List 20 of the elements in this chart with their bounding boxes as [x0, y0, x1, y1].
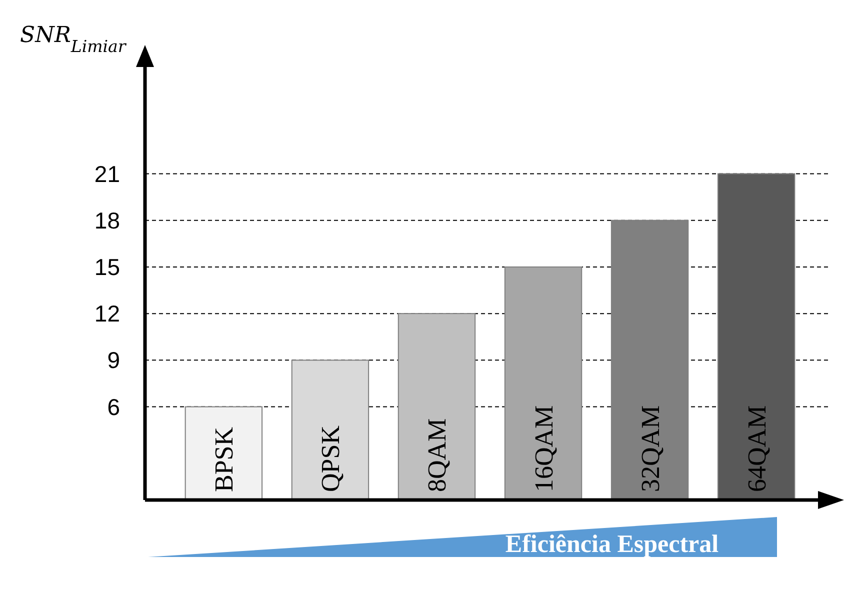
x-tick-label: 64QAM	[742, 405, 772, 492]
x-tick-label: 16QAM	[529, 405, 558, 492]
y-tick-label: 15	[94, 254, 120, 280]
x-tick-label: 32QAM	[636, 405, 665, 492]
bar	[717, 173, 796, 500]
bar	[184, 406, 263, 500]
bar	[610, 220, 689, 500]
bar	[504, 266, 582, 500]
x-tick-label: BPSK	[210, 426, 239, 492]
y-tick-label: 12	[94, 300, 120, 327]
bar	[291, 360, 370, 500]
y-tick-label: 6	[107, 394, 120, 420]
y-tick-label: 9	[107, 347, 120, 374]
y-axis-title: SNR$_{Limiar}$	[20, 23, 127, 56]
x-tick-label: 8QAM	[422, 418, 452, 492]
x-axis-title: Eficiência Espectral	[505, 531, 719, 558]
y-tick-label: 21	[94, 160, 120, 187]
x-tick-label: QPSK	[316, 425, 346, 492]
bar	[398, 313, 476, 500]
y-tick-label: 18	[94, 207, 120, 234]
